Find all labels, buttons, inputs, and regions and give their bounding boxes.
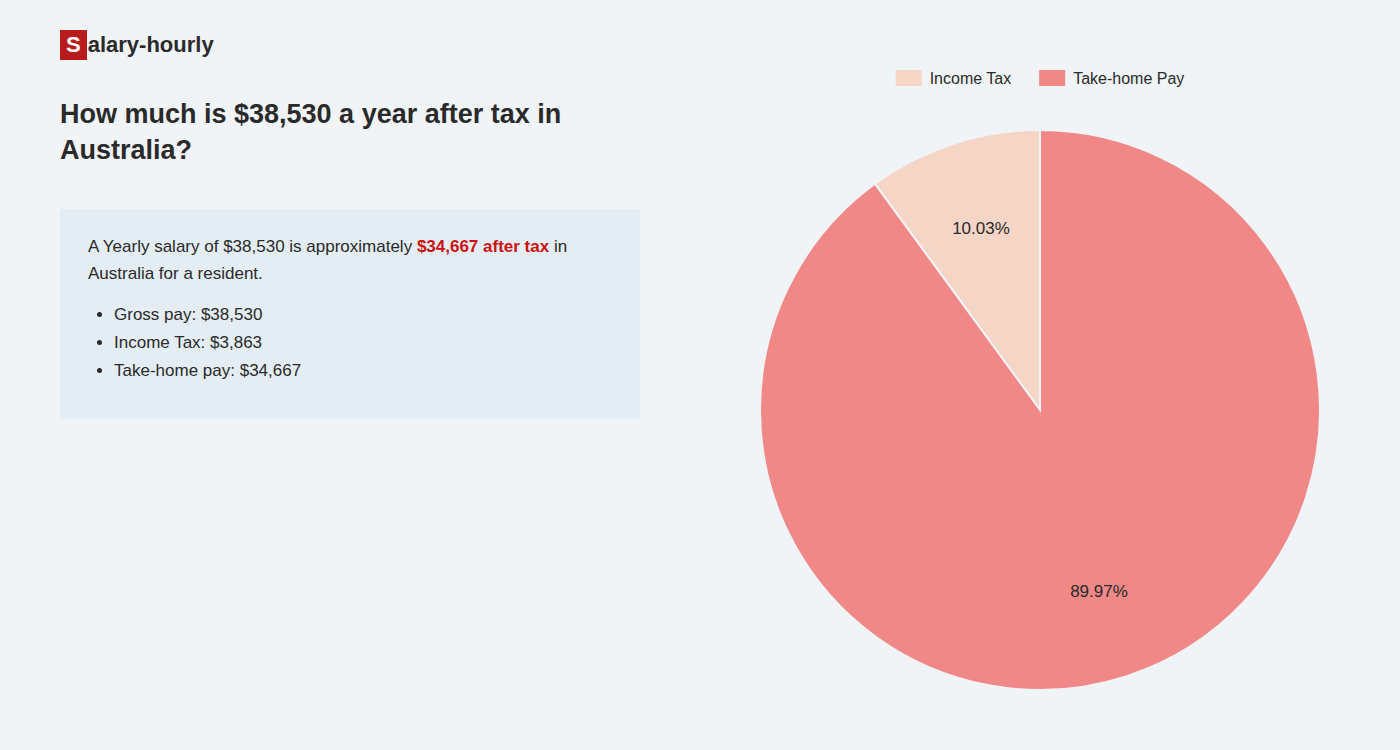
info-box: A Yearly salary of $38,530 is approximat…: [60, 209, 640, 419]
legend-item: Income Tax: [896, 70, 1012, 87]
pie-chart: 10.03% 89.97% Income Tax Take-home Pay: [700, 0, 1400, 750]
logo-badge: S: [60, 30, 87, 60]
bullet-item: Take-home pay: $34,667: [114, 361, 616, 381]
data-labels: 10.03% 89.97%: [952, 219, 1128, 600]
legend: Income Tax Take-home Pay: [896, 70, 1185, 87]
summary-text: in: [549, 237, 567, 256]
legend-item: Take-home Pay: [1039, 70, 1184, 87]
text-panel: Salary-hourly How much is $38,530 a year …: [60, 30, 700, 419]
data-label: 89.97%: [1070, 582, 1128, 601]
bullet-item: Gross pay: $38,530: [114, 305, 616, 325]
data-label: 10.03%: [952, 219, 1010, 238]
title-line: How much is $38,530 a year after tax in: [60, 96, 700, 132]
summary-highlight: $34,667 after tax: [417, 237, 549, 256]
logo-text: alary-hourly: [88, 32, 214, 58]
legend-label: Take-home Pay: [1073, 70, 1184, 87]
summary-text: Australia for a resident.: [88, 264, 263, 283]
pie-slice: [760, 130, 1320, 690]
summary-line: Australia for a resident.: [88, 260, 616, 287]
logo: Salary-hourly: [60, 30, 700, 60]
legend-label: Income Tax: [930, 70, 1012, 87]
slices: [760, 130, 1320, 690]
summary-line: A Yearly salary of $38,530 is approximat…: [88, 233, 616, 260]
title: How much is $38,530 a year after tax inA…: [60, 96, 700, 169]
title-line: Australia?: [60, 132, 700, 168]
legend-swatch: [896, 70, 922, 86]
bullet-item: Income Tax: $3,863: [114, 333, 616, 353]
summary-text: A Yearly salary of $38,530 is approximat…: [88, 237, 417, 256]
legend-swatch: [1039, 70, 1065, 86]
bullet-list: Gross pay: $38,530 Income Tax: $3,863 Take…: [88, 305, 616, 381]
